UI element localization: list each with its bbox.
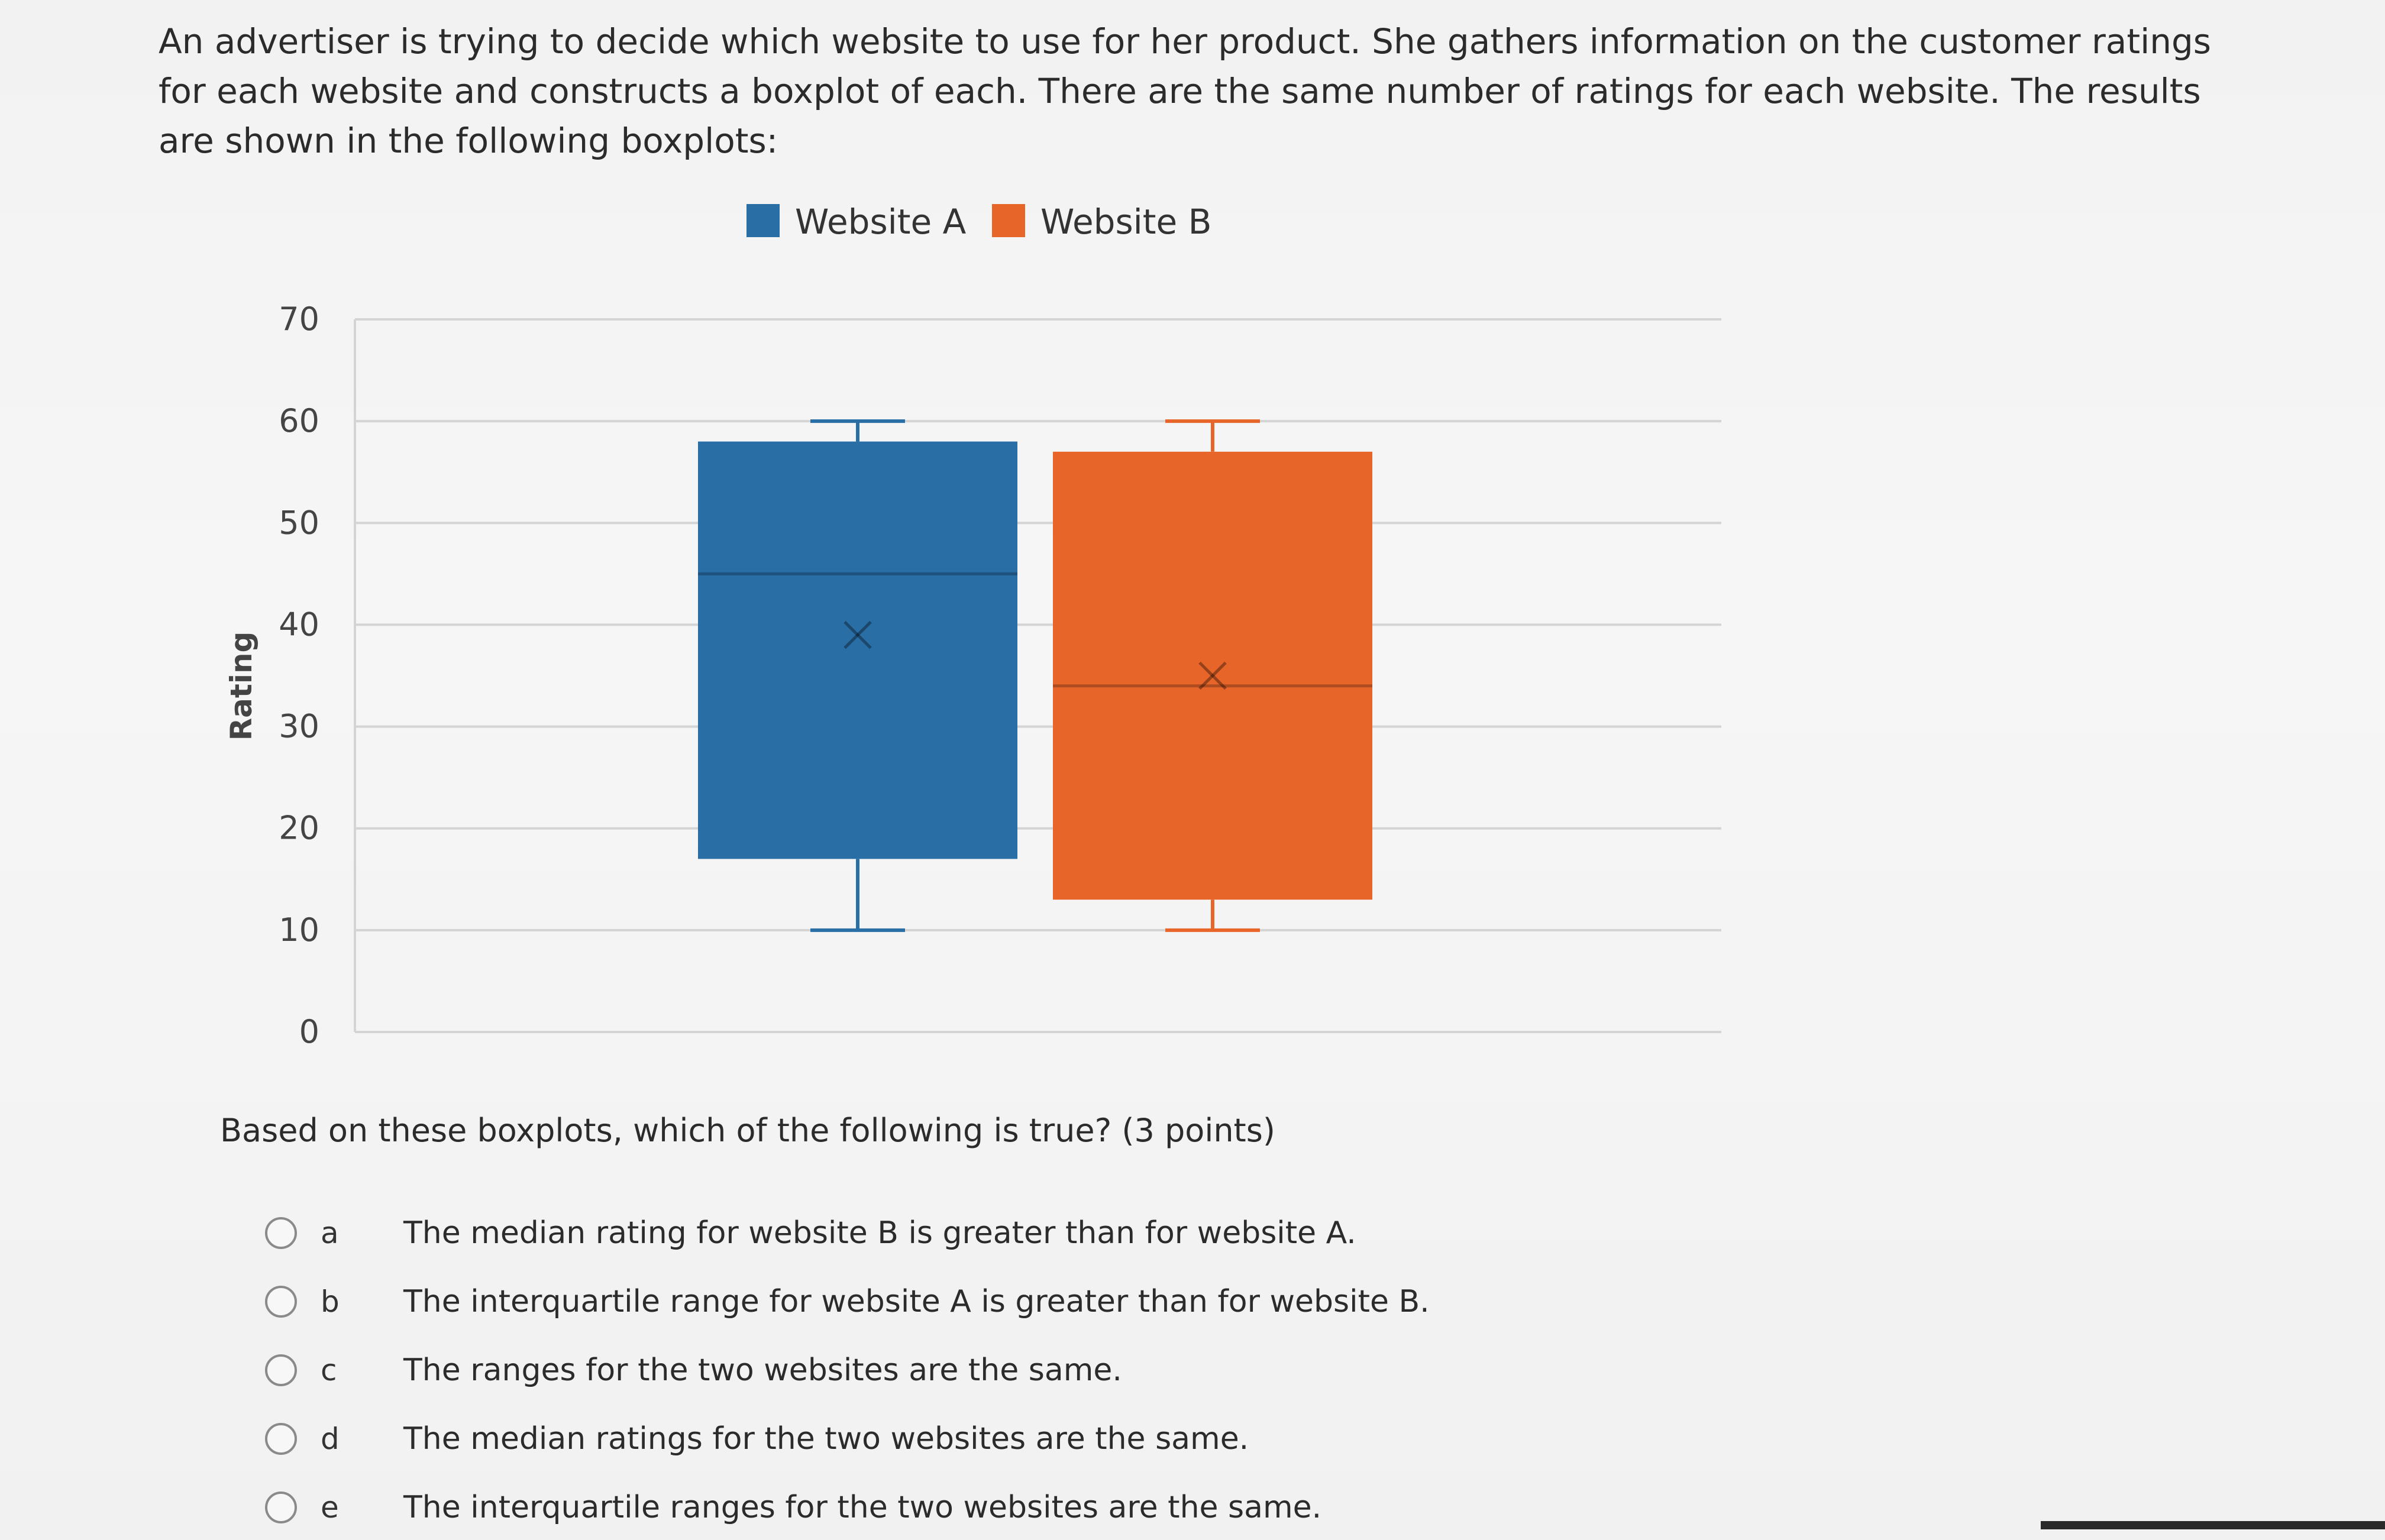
- y-tick-label: 50: [279, 504, 319, 541]
- question-text: An advertiser is trying to decide which …: [159, 21, 2212, 161]
- website-b-boxplot: [1053, 419, 1372, 932]
- question-prompt: Based on these boxplots, which of the fo…: [220, 1112, 1275, 1149]
- website-a-legend-swatch: [746, 204, 780, 237]
- option-letter: c: [321, 1353, 337, 1387]
- y-tick-label: 20: [279, 810, 319, 847]
- option-text: The interquartile ranges for the two web…: [403, 1490, 1322, 1525]
- website-b-mean-marker-cross: [1198, 661, 1227, 690]
- option-e[interactable]: e The interquartile ranges for the two we…: [265, 1484, 1321, 1531]
- option-b[interactable]: b The interquartile range for website A i…: [265, 1278, 1430, 1325]
- y-tick-label: 60: [279, 402, 319, 439]
- website-a-legend-label: Website A: [795, 202, 967, 242]
- website-a-mean-marker-cross: [844, 620, 872, 649]
- website-b-legend-swatch: [992, 204, 1025, 237]
- option-letter: a: [321, 1216, 339, 1250]
- option-letter: d: [321, 1422, 340, 1456]
- y-axis-label: Rating: [224, 632, 258, 741]
- radio-button-e[interactable]: [265, 1492, 297, 1523]
- boxplot-chart: 0 10 20 30 40 50 60 70 Rating Website A Website …: [224, 202, 1721, 1050]
- option-text: The median ratings for the two websites …: [403, 1421, 1249, 1457]
- option-text: The interquartile range for website A is…: [403, 1284, 1430, 1319]
- option-letter: e: [321, 1490, 339, 1525]
- website-a-iqr-box: [698, 441, 1017, 859]
- website-b-iqr-box: [1053, 451, 1372, 900]
- website-a-mean-marker: [844, 620, 872, 649]
- radio-button-c[interactable]: [265, 1354, 297, 1386]
- y-tick-label: 30: [279, 708, 319, 745]
- option-c[interactable]: c The ranges for the two websites are the…: [265, 1347, 1122, 1394]
- option-text: The ranges for the two websites are the …: [403, 1353, 1122, 1388]
- option-a[interactable]: a The median rating for website B is grea…: [265, 1209, 1356, 1257]
- option-d[interactable]: d The median ratings for the two websites…: [265, 1415, 1249, 1463]
- y-tick-label: 40: [279, 606, 319, 643]
- footer-bar: [2041, 1521, 2385, 1529]
- y-tick-label: 70: [279, 300, 319, 338]
- radio-button-d[interactable]: [265, 1423, 297, 1455]
- website-b-legend-label: Website B: [1040, 202, 1211, 242]
- radio-button-b[interactable]: [265, 1286, 297, 1318]
- y-tick-label: 10: [279, 911, 319, 949]
- website-a-boxplot: [698, 419, 1017, 932]
- radio-button-a[interactable]: [265, 1217, 297, 1249]
- option-text: The median rating for website B is great…: [403, 1215, 1356, 1251]
- option-letter: b: [321, 1285, 340, 1319]
- y-tick-label: 0: [299, 1013, 319, 1050]
- website-b-mean-marker: [1198, 661, 1227, 690]
